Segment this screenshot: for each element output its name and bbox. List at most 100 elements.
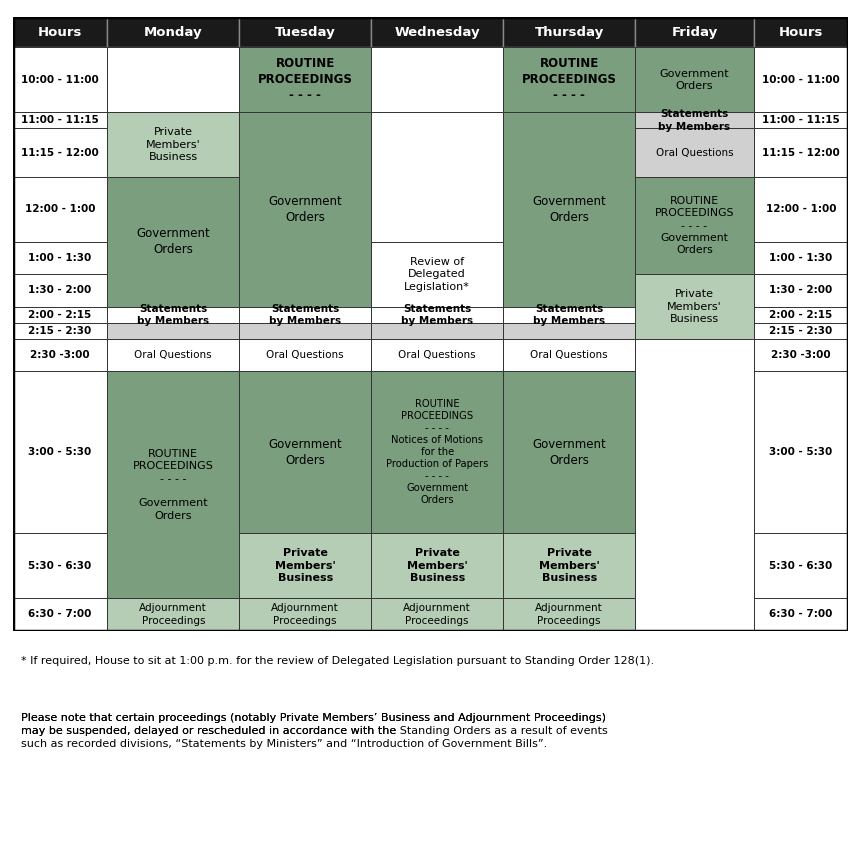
Bar xyxy=(371,534,503,598)
Bar xyxy=(239,306,371,323)
Bar xyxy=(108,339,239,372)
Text: Please note that certain proceedings (notably Private Members’ Business and Adjo: Please note that certain proceedings (no… xyxy=(22,713,606,736)
Bar xyxy=(239,47,371,112)
Text: 5:30 - 6:30: 5:30 - 6:30 xyxy=(769,561,833,571)
Text: Statements
by Members: Statements by Members xyxy=(533,304,605,326)
Text: ROUTINE
PROCEEDINGS
- - - -
Notices of Motions
for the
Production of Papers
- - : ROUTINE PROCEEDINGS - - - - Notices of M… xyxy=(386,400,488,505)
Text: 2:00 - 2:15: 2:00 - 2:15 xyxy=(769,310,833,320)
Text: Government
Orders: Government Orders xyxy=(269,438,342,467)
Text: Government
Orders: Government Orders xyxy=(269,195,342,224)
Bar xyxy=(239,534,371,598)
Bar xyxy=(13,275,108,306)
Text: 2:00 - 2:15: 2:00 - 2:15 xyxy=(28,310,92,320)
Text: 5:30 - 6:30: 5:30 - 6:30 xyxy=(28,561,92,571)
Bar xyxy=(753,47,848,112)
Bar xyxy=(371,17,503,47)
Text: Oral Questions: Oral Questions xyxy=(399,350,476,360)
Text: Government
Orders: Government Orders xyxy=(532,195,606,224)
Text: 12:00 - 1:00: 12:00 - 1:00 xyxy=(25,204,96,214)
Text: Adjournment
Proceedings: Adjournment Proceedings xyxy=(139,603,208,625)
Bar xyxy=(239,372,371,534)
Text: Statements
by Members: Statements by Members xyxy=(401,304,474,326)
Text: 10:00 - 11:00: 10:00 - 11:00 xyxy=(762,75,839,85)
Bar xyxy=(108,372,239,598)
Bar xyxy=(503,534,635,598)
Bar xyxy=(239,323,371,339)
Bar xyxy=(503,112,635,306)
Bar xyxy=(753,372,848,534)
Bar xyxy=(635,129,753,177)
Text: Statements
by Members: Statements by Members xyxy=(137,304,209,326)
Text: ROUTINE
PROCEEDINGS
- - - -: ROUTINE PROCEEDINGS - - - - xyxy=(522,57,616,102)
Bar xyxy=(635,47,753,112)
Text: 2:15 - 2:30: 2:15 - 2:30 xyxy=(769,326,833,336)
Bar xyxy=(635,112,753,129)
Bar xyxy=(13,323,108,339)
Text: Statements
by Members: Statements by Members xyxy=(269,304,341,326)
Bar xyxy=(503,323,635,339)
Bar xyxy=(13,339,108,372)
Text: * If required, House to sit at 1:00 p.m. for the review of Delegated Legislation: * If required, House to sit at 1:00 p.m.… xyxy=(22,656,654,666)
Bar xyxy=(371,598,503,631)
Bar xyxy=(13,534,108,598)
Bar xyxy=(13,129,108,177)
Text: Oral Questions: Oral Questions xyxy=(655,148,734,158)
Text: 1:00 - 1:30: 1:00 - 1:30 xyxy=(769,253,833,263)
Text: 2:15 - 2:30: 2:15 - 2:30 xyxy=(28,326,92,336)
Text: 6:30 - 7:00: 6:30 - 7:00 xyxy=(769,609,833,619)
Text: 2:30 -3:00: 2:30 -3:00 xyxy=(771,350,831,360)
Bar xyxy=(13,598,108,631)
Text: Friday: Friday xyxy=(672,26,717,39)
Bar xyxy=(503,339,635,372)
Text: Government
Orders: Government Orders xyxy=(532,438,606,467)
Bar xyxy=(108,17,239,47)
Bar xyxy=(108,598,239,631)
Bar xyxy=(108,306,239,323)
Bar xyxy=(753,306,848,323)
Text: ROUTINE
PROCEEDINGS
- - - -: ROUTINE PROCEEDINGS - - - - xyxy=(257,57,353,102)
Bar xyxy=(753,242,848,275)
Bar xyxy=(753,129,848,177)
Text: Private
Members'
Business: Private Members' Business xyxy=(667,289,722,324)
Bar xyxy=(371,323,503,339)
Text: Private
Members'
Business: Private Members' Business xyxy=(146,127,201,162)
Bar xyxy=(371,242,503,306)
Bar xyxy=(13,47,108,112)
Text: 12:00 - 1:00: 12:00 - 1:00 xyxy=(765,204,836,214)
Text: Hours: Hours xyxy=(778,26,823,39)
Bar xyxy=(371,306,503,323)
Bar xyxy=(371,112,503,242)
Bar xyxy=(503,47,635,112)
Bar xyxy=(753,598,848,631)
Text: 2:30 -3:00: 2:30 -3:00 xyxy=(30,350,90,360)
Bar xyxy=(371,47,503,112)
Bar xyxy=(13,112,108,129)
Text: Private
Members'
Business: Private Members' Business xyxy=(539,548,599,583)
Text: Oral Questions: Oral Questions xyxy=(134,350,212,360)
Bar xyxy=(635,275,753,339)
Text: Monday: Monday xyxy=(144,26,202,39)
Text: 1:30 - 2:00: 1:30 - 2:00 xyxy=(28,286,92,295)
Text: Adjournment
Proceedings: Adjournment Proceedings xyxy=(271,603,339,625)
Bar xyxy=(503,17,635,47)
Text: Thursday: Thursday xyxy=(535,26,604,39)
Text: Please note that certain proceedings (notably Private Members’ Business and Adjo: Please note that certain proceedings (no… xyxy=(22,713,608,749)
Text: Hours: Hours xyxy=(38,26,83,39)
Bar xyxy=(13,17,108,47)
Text: 6:30 - 7:00: 6:30 - 7:00 xyxy=(28,609,92,619)
Text: 1:30 - 2:00: 1:30 - 2:00 xyxy=(769,286,833,295)
Text: 3:00 - 5:30: 3:00 - 5:30 xyxy=(28,447,92,457)
Bar xyxy=(13,242,108,275)
Bar xyxy=(239,339,371,372)
Text: 11:15 - 12:00: 11:15 - 12:00 xyxy=(22,148,99,158)
Text: Tuesday: Tuesday xyxy=(275,26,336,39)
Bar xyxy=(108,177,239,306)
Text: Adjournment
Proceedings: Adjournment Proceedings xyxy=(536,603,603,625)
Bar xyxy=(13,372,108,534)
Text: 11:00 - 11:15: 11:00 - 11:15 xyxy=(22,115,99,125)
Text: Oral Questions: Oral Questions xyxy=(530,350,608,360)
Text: Statements
by Members: Statements by Members xyxy=(659,109,730,131)
Bar xyxy=(635,17,753,47)
Bar xyxy=(108,47,239,112)
Bar xyxy=(503,306,635,323)
